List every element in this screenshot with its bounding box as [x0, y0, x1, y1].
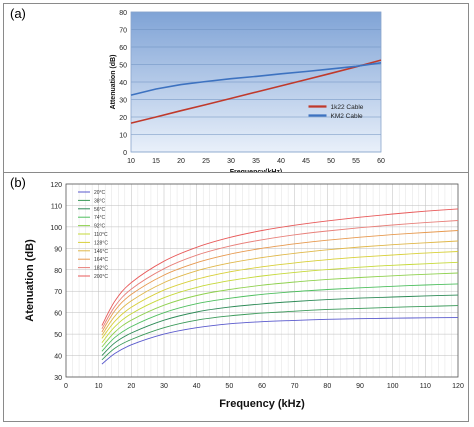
- y-tick-label: 100: [50, 225, 62, 232]
- legend-label: 164°C: [94, 257, 108, 263]
- series-line-8: [101, 230, 459, 333]
- x-tick-label: 120: [452, 383, 464, 390]
- series-line-9: [101, 220, 459, 330]
- y-tick-label: 30: [119, 98, 127, 105]
- y-axis-label: Attenuation (dB): [110, 55, 117, 110]
- y-tick-label: 50: [119, 63, 127, 70]
- y-tick-label: 90: [54, 246, 62, 253]
- legend-label: 38°C: [94, 198, 106, 204]
- legend-label: 74°C: [94, 215, 106, 221]
- legend-label: 92°C: [94, 224, 106, 230]
- x-tick-label: 30: [160, 383, 168, 390]
- series-line-5: [101, 261, 459, 343]
- x-tick-label: 15: [152, 158, 160, 165]
- panel-b: (b) 30 40 50 60 70 80 90 100 110 120 0 10 20 30 40 50 60…: [3, 172, 469, 422]
- y-tick-label: 60: [54, 311, 62, 318]
- series-line-4: [101, 272, 459, 348]
- series-line-1: [101, 305, 459, 361]
- y-tick-label: 60: [119, 45, 127, 52]
- x-tick-label: 35: [252, 158, 260, 165]
- x-tick-label: 0: [64, 383, 68, 390]
- panel-label-b: (b): [10, 175, 26, 190]
- x-axis-label: Frequency (kHz): [219, 398, 305, 410]
- plot-border-b: [65, 183, 459, 378]
- legend-label: 128°C: [94, 240, 108, 246]
- series-line-10: [101, 208, 459, 326]
- x-tick-label: 60: [377, 158, 385, 165]
- x-tick-label: 50: [327, 158, 335, 165]
- series-line-3: [101, 283, 459, 352]
- plot-border-a: [130, 11, 382, 153]
- x-tick-label: 20: [127, 383, 135, 390]
- y-axis-label: Atenuation (dB): [24, 239, 36, 322]
- y-tick-label: 80: [119, 10, 127, 17]
- x-tick-label: 90: [356, 383, 364, 390]
- x-tick-label: 10: [95, 383, 103, 390]
- y-tick-label: 120: [50, 182, 62, 189]
- y-tick-label: 0: [123, 150, 127, 157]
- y-tick-label: 30: [54, 375, 62, 382]
- legend-label: 200°C: [94, 274, 108, 280]
- x-tick-label: 10: [127, 158, 135, 165]
- legend-label: 146°C: [94, 249, 108, 255]
- x-tick-label: 40: [277, 158, 285, 165]
- x-tick-label: 40: [193, 383, 201, 390]
- series-line-0: [130, 59, 382, 124]
- x-tick-label: 110: [420, 383, 431, 390]
- y-tick-label: 70: [54, 289, 62, 296]
- y-tick-label: 80: [54, 268, 62, 275]
- x-tick-label: 25: [202, 158, 210, 165]
- legend-label: 110°C: [94, 232, 108, 238]
- y-tick-label: 70: [119, 28, 127, 35]
- legend-label: 182°C: [94, 266, 108, 272]
- x-tick-label: 80: [323, 383, 331, 390]
- y-tick-label: 10: [119, 133, 127, 140]
- x-tick-label: 70: [291, 383, 299, 390]
- legend-label: KM2 Cable: [331, 113, 364, 120]
- x-tick-label: 50: [225, 383, 233, 390]
- x-tick-label: 45: [302, 158, 310, 165]
- y-tick-label: 40: [54, 354, 62, 361]
- y-tick-label: 50: [54, 332, 62, 339]
- legend-label: 56°C: [94, 207, 106, 213]
- series-line-6: [101, 251, 459, 339]
- x-tick-label: 100: [387, 383, 399, 390]
- x-tick-label: 30: [227, 158, 235, 165]
- y-tick-label: 20: [119, 115, 127, 122]
- y-tick-label: 40: [119, 80, 127, 87]
- series-line-7: [101, 240, 459, 336]
- panel-a: (a) 0 10 20 30 40 50 60 70 80 10 15 20 25 30 35 40 45 50 5…: [3, 3, 469, 176]
- series-line-2: [101, 294, 459, 356]
- x-tick-label: 20: [177, 158, 185, 165]
- x-tick-label: 55: [352, 158, 360, 165]
- chart-b: 30 40 50 60 70 80 90 100 110 120 0 10 20 30 40 50 60 70 80…: [24, 182, 464, 410]
- panel-label-a: (a): [10, 6, 26, 21]
- x-tick-label: 60: [258, 383, 266, 390]
- legend-label: 1k22 Cable: [331, 104, 364, 111]
- y-tick-label: 110: [51, 203, 62, 210]
- legend-label: 20°C: [94, 190, 106, 196]
- series-line-1: [130, 62, 382, 96]
- series-line-0: [101, 317, 459, 365]
